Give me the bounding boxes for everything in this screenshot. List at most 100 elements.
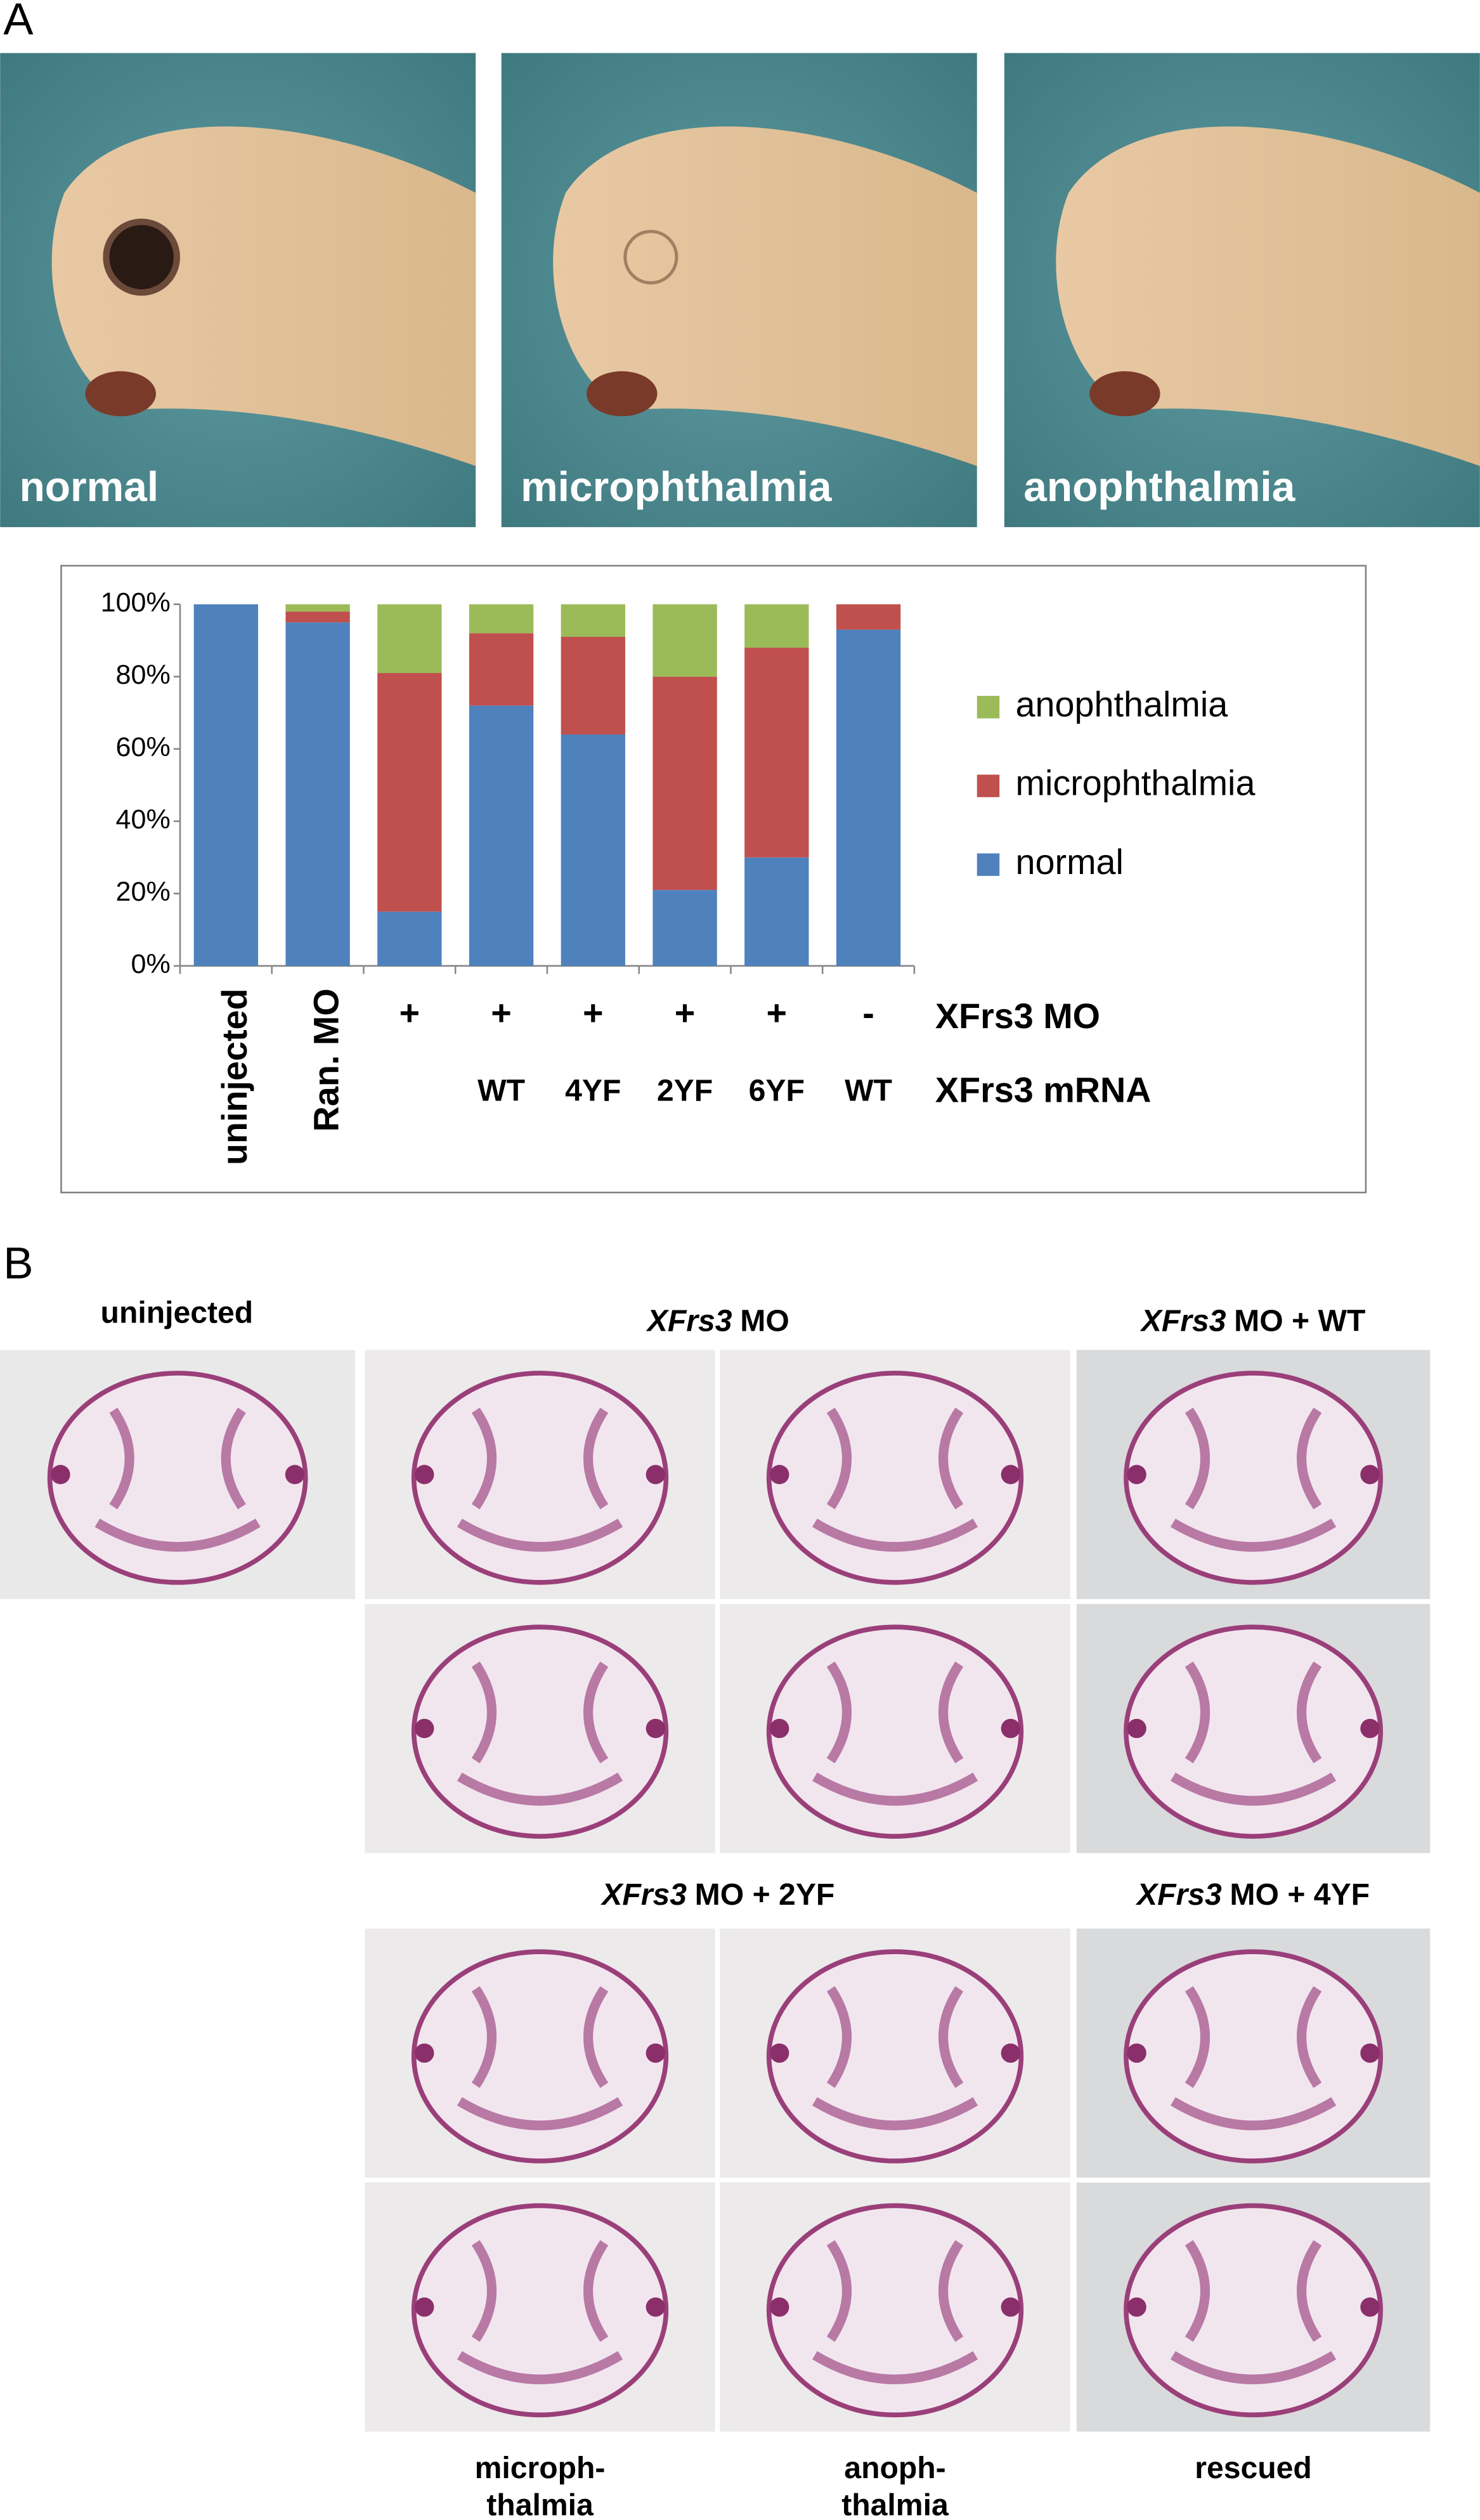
mouth [1089, 371, 1160, 417]
header-text: MO + 2YF [695, 1877, 835, 1912]
legend-label: microphthalmia [1016, 764, 1256, 803]
panel-label: A [3, 0, 34, 44]
header-text: MO + WT [1234, 1303, 1365, 1338]
panel-label: B [3, 1238, 33, 1288]
header: XFrs3 MO + 2YF [600, 1877, 834, 1912]
section-detail [812, 1661, 978, 1806]
section-dot [1001, 1465, 1020, 1484]
mo-label: + [399, 993, 420, 1033]
section-dot [51, 1465, 70, 1484]
eye [103, 218, 180, 296]
section-dot [646, 2297, 666, 2317]
section-dot [770, 2297, 789, 2317]
header-text: MO [740, 1303, 789, 1338]
bar-segment [285, 622, 350, 966]
bar-segment [744, 604, 809, 648]
section-dot [646, 2043, 666, 2063]
footer-label: thalmia [486, 2488, 594, 2520]
bar-segment [285, 611, 350, 623]
section-detail [812, 1986, 978, 2131]
histology-image [1076, 1350, 1431, 1600]
legend-swatch [977, 696, 1000, 719]
eye [623, 230, 678, 285]
bar-segment [561, 637, 625, 734]
bar-segment [836, 629, 901, 966]
photo: normal [0, 53, 476, 528]
section-dot [1127, 2043, 1146, 2063]
section-dot [770, 1718, 789, 1739]
bar-segment [377, 604, 442, 674]
header: XFrs3 MO + WT [1139, 1303, 1366, 1338]
histology-image [365, 1603, 715, 1853]
bar-segment [469, 633, 534, 706]
section-dot [415, 1718, 434, 1739]
bar-segment [285, 604, 350, 612]
mo-label: + [491, 993, 512, 1033]
mrna-label: 2YF [657, 1074, 713, 1108]
mo-label: + [675, 993, 696, 1033]
section-dot [1360, 2297, 1380, 2317]
mo-label: + [583, 993, 604, 1033]
footer-label: thalmia [841, 2488, 949, 2520]
bar-segment [469, 604, 534, 634]
y-tick-label: 100% [101, 587, 171, 618]
header-gene: XFrs3 [600, 1877, 687, 1912]
histology-image [365, 1928, 715, 2178]
mo-label: + [767, 993, 788, 1033]
legend-swatch [977, 774, 1000, 797]
section-dot [770, 2043, 789, 2063]
header: XFrs3 MO [646, 1303, 789, 1338]
section-dot [1001, 1718, 1020, 1739]
section-detail [1170, 2240, 1337, 2384]
bar-segment [744, 648, 809, 858]
header-gene: XFrs3 [1135, 1877, 1222, 1912]
bar-segment [744, 857, 809, 966]
header-text: uninjected [101, 1295, 254, 1329]
bar-segment [377, 911, 442, 966]
y-tick-label: 40% [116, 804, 171, 835]
legend-swatch [977, 853, 1000, 876]
y-tick-label: 20% [116, 877, 171, 907]
section-dot [646, 1718, 666, 1739]
histology-image [720, 1350, 1070, 1600]
legend-label: anophthalmia [1016, 685, 1228, 724]
bar-segment [193, 604, 259, 966]
section-dot [285, 1465, 305, 1484]
bar-segment [836, 604, 901, 630]
header: uninjected [101, 1295, 254, 1329]
header-gene: XFrs3 [646, 1303, 732, 1338]
section-dot [1360, 1465, 1380, 1484]
row-label: XFrs3 mRNA [935, 1071, 1152, 1110]
footer-label: rescued [1195, 2451, 1312, 2485]
bar-segment [652, 890, 717, 966]
histology-image [1076, 1603, 1431, 1853]
y-tick-label: 60% [116, 732, 171, 762]
bar-segment [652, 676, 717, 891]
bar-segment [377, 673, 442, 912]
histology-image [1076, 2182, 1431, 2432]
bar-segment [652, 604, 717, 677]
section-detail [1170, 1661, 1337, 1806]
mo-label: - [862, 993, 874, 1033]
mrna-label: 4YF [565, 1074, 621, 1108]
mouth [85, 371, 156, 417]
bar-segment [561, 604, 625, 637]
section-dot [1127, 2297, 1146, 2317]
histology-image [720, 1603, 1070, 1853]
section-dot [1360, 2043, 1380, 2063]
section-detail [457, 2240, 623, 2384]
section-dot [1127, 1718, 1146, 1739]
histology-image [720, 1928, 1070, 2178]
y-tick-label: 0% [131, 949, 171, 979]
tadpole-body [51, 126, 476, 466]
section-detail [94, 1407, 261, 1552]
row-label: XFrs3 MO [935, 996, 1100, 1036]
section-detail [457, 1407, 623, 1552]
section-detail [457, 1661, 623, 1806]
tadpole-body [553, 126, 977, 466]
histology-image [1076, 1928, 1431, 2178]
section-dot [1360, 1718, 1380, 1739]
mrna-label: 6YF [749, 1074, 805, 1108]
mouth [587, 371, 658, 417]
